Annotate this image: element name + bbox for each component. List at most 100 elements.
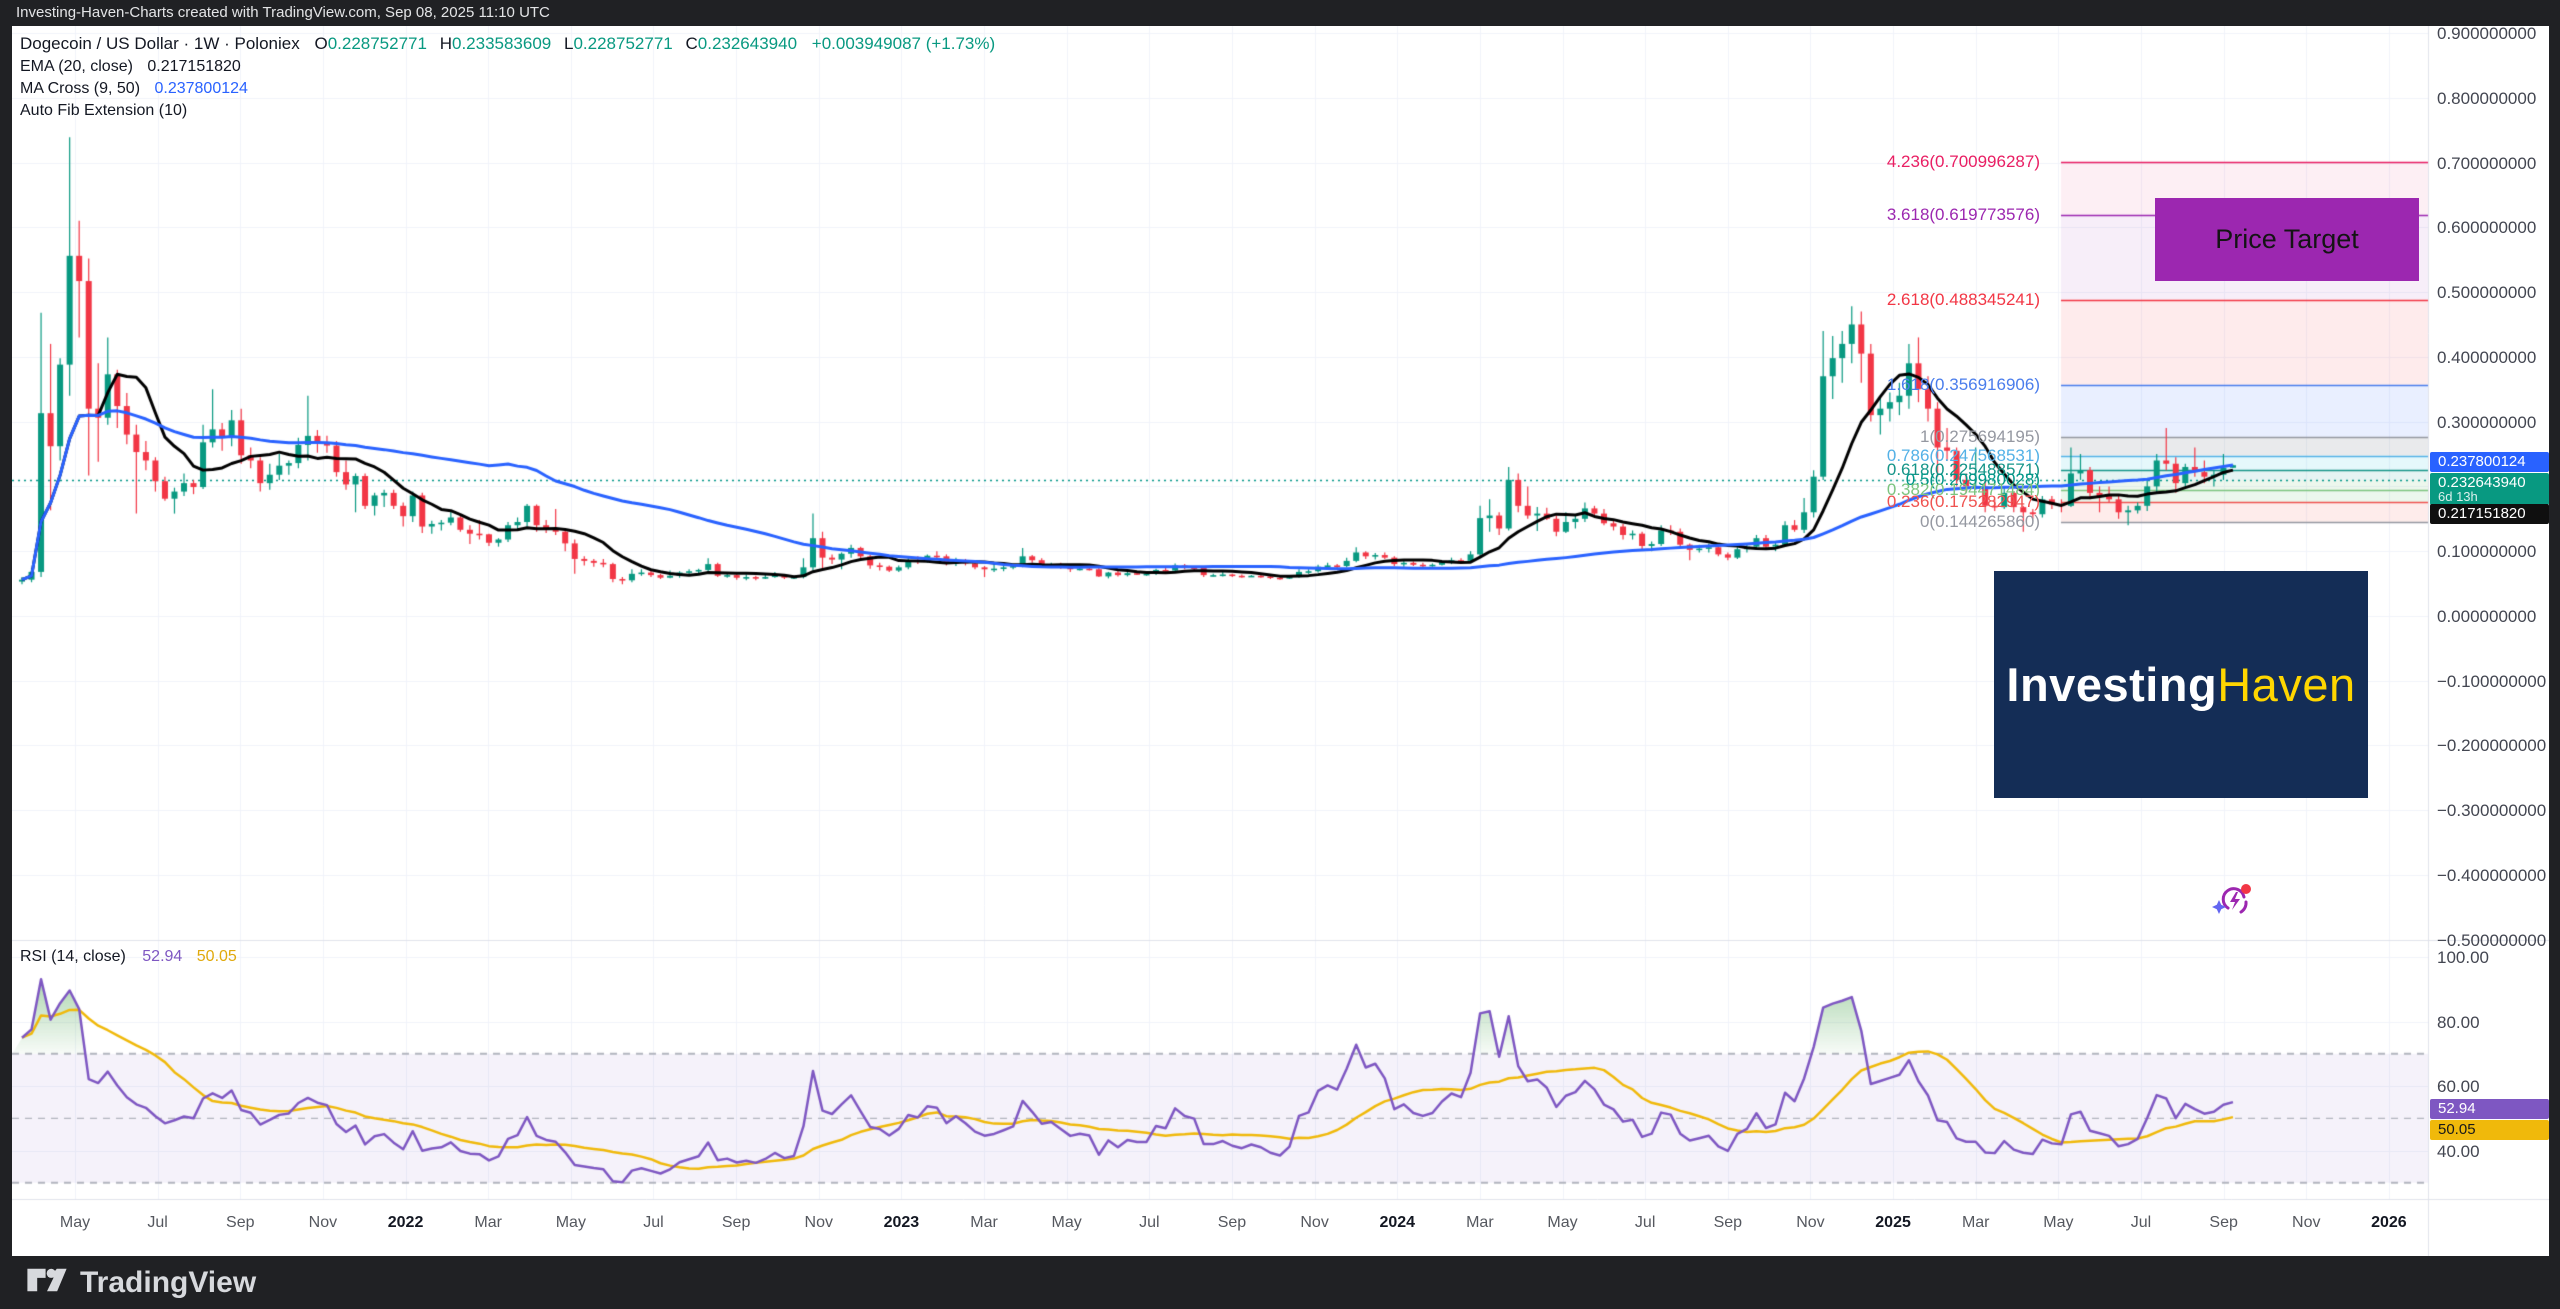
watermark-investing: Investing bbox=[2006, 658, 2218, 711]
rsi-tick: 40.00 bbox=[2437, 1141, 2480, 1161]
ema-value: 0.217151820 bbox=[147, 58, 241, 75]
ma-cross-label: MA Cross (9, 50) bbox=[20, 80, 141, 97]
time-tick: May bbox=[1051, 1214, 1082, 1231]
time-tick: Jul bbox=[2130, 1214, 2152, 1231]
ema-label: EMA (20, close) bbox=[20, 58, 133, 75]
time-tick: Jul bbox=[643, 1214, 664, 1231]
price-tick: −0.400000000 bbox=[2437, 866, 2547, 885]
price-tick: −0.100000000 bbox=[2437, 671, 2547, 691]
time-tick: Mar bbox=[970, 1214, 998, 1231]
fib-level-label[interactable]: 1.618(0.356916906) bbox=[1886, 374, 2040, 394]
time-tick: 2022 bbox=[387, 1214, 424, 1231]
rsi-ma-value: 50.05 bbox=[196, 948, 237, 965]
rsi-value: 52.94 bbox=[142, 948, 183, 965]
open-label: O bbox=[314, 34, 328, 53]
tradingview-wordmark[interactable]: TradingView bbox=[80, 1265, 257, 1299]
price-tick: −0.300000000 bbox=[2437, 801, 2547, 821]
rsi-badge: 52.94 bbox=[2430, 1099, 2549, 1119]
fib-level-label[interactable]: 0.786(0.247568531) bbox=[1886, 445, 2040, 465]
change-value: +0.003949087 (+1.73%) bbox=[811, 34, 996, 53]
price-tick: −0.500000000 bbox=[2437, 930, 2547, 950]
time-tick: 2026 bbox=[2371, 1214, 2407, 1231]
time-tick: Mar bbox=[1961, 1214, 1990, 1231]
fib-level-label[interactable]: 4.236(0.700996287) bbox=[1886, 151, 2040, 171]
fib-level-label[interactable]: 2.618(0.488345241) bbox=[1886, 289, 2040, 309]
price-tick: 0.300000000 bbox=[2437, 412, 2537, 432]
time-tick: Sep bbox=[226, 1214, 255, 1231]
attribution-text: Investing-Haven-Charts created with Trad… bbox=[16, 4, 550, 21]
time-tick: May bbox=[2043, 1214, 2074, 1231]
price-target-label: Price Target bbox=[2215, 224, 2359, 255]
time-tick: 2024 bbox=[1379, 1214, 1416, 1231]
chart-area: Dogecoin / US Dollar · 1W · Poloniex O0.… bbox=[12, 24, 2549, 1256]
rsi-name: RSI (14, close) bbox=[20, 948, 126, 965]
time-tick: Nov bbox=[1796, 1214, 1825, 1231]
time-tick: Sep bbox=[1713, 1214, 1743, 1231]
price-tick: 0.800000000 bbox=[2437, 88, 2537, 108]
open-value: 0.228752771 bbox=[327, 34, 427, 53]
time-tick: Nov bbox=[308, 1214, 338, 1231]
time-tick: Jul bbox=[1634, 1214, 1656, 1231]
time-tick: Nov bbox=[1300, 1214, 1329, 1231]
price-badge: 0.237800124 bbox=[2430, 452, 2549, 472]
close-value: 0.232643940 bbox=[697, 34, 798, 53]
time-tick: Jul bbox=[1139, 1214, 1160, 1231]
auto-fib-legend[interactable]: Auto Fib Extension (10) bbox=[20, 102, 187, 120]
time-tick: Sep bbox=[2209, 1214, 2238, 1231]
tradingview-logo-icon[interactable] bbox=[26, 1263, 68, 1302]
time-tick: Jul bbox=[147, 1214, 168, 1231]
ma-cross-legend[interactable]: MA Cross (9, 50) 0.237800124 bbox=[20, 80, 248, 98]
fib-level-label[interactable]: 0.382(0.194471484) bbox=[1886, 479, 2040, 499]
watermark-haven: Haven bbox=[2217, 658, 2356, 711]
rsi-tick: 100.00 bbox=[2437, 948, 2489, 968]
time-tick: Mar bbox=[474, 1214, 502, 1231]
fib-level-label[interactable]: 0.236(0.175282947) bbox=[1886, 492, 2040, 512]
exchange-label: Poloniex bbox=[234, 34, 300, 53]
price-badge: 0.232643940 6d 13h bbox=[2430, 473, 2549, 505]
price-tick: 0.900000000 bbox=[2437, 24, 2537, 43]
time-tick: May bbox=[59, 1214, 91, 1231]
ai-refresh-icon[interactable] bbox=[2208, 876, 2258, 931]
fib-level-label[interactable]: 0(0.144265860) bbox=[1919, 512, 2040, 532]
fib-level-label[interactable]: 3.618(0.619773576) bbox=[1886, 204, 2040, 224]
price-tick: 0.700000000 bbox=[2437, 153, 2537, 173]
rsi-tick: 80.00 bbox=[2437, 1012, 2480, 1032]
attribution-bar: Investing-Haven-Charts created with Trad… bbox=[0, 0, 2560, 26]
price-tick: 0.500000000 bbox=[2437, 283, 2537, 303]
badge-countdown: 6d 13h bbox=[2438, 489, 2478, 504]
rsi-legend[interactable]: RSI (14, close) 52.94 50.05 bbox=[20, 948, 237, 966]
investinghaven-watermark: Investing Haven bbox=[1994, 571, 2368, 798]
fib-level-label[interactable]: 1(0.275694195) bbox=[1919, 427, 2040, 447]
legend-separator-1: · bbox=[183, 34, 194, 53]
price-tick: 0.100000000 bbox=[2437, 542, 2537, 562]
price-tick: 0.600000000 bbox=[2437, 218, 2537, 238]
interval-label: 1W bbox=[193, 34, 220, 53]
high-label: H bbox=[439, 34, 452, 53]
time-tick: 2025 bbox=[1875, 1214, 1911, 1231]
symbol-title: Dogecoin / US Dollar bbox=[20, 34, 179, 53]
time-tick: 2023 bbox=[883, 1214, 920, 1231]
time-tick: Sep bbox=[721, 1214, 751, 1231]
time-tick: Nov bbox=[2292, 1214, 2321, 1231]
footer-bar: TradingView bbox=[0, 1256, 2560, 1309]
rsi-badge: 50.05 bbox=[2430, 1120, 2549, 1140]
legend-separator-2: · bbox=[224, 34, 235, 53]
time-tick: Mar bbox=[1466, 1214, 1494, 1231]
price-tick: 0.000000000 bbox=[2437, 606, 2537, 626]
close-label: C bbox=[685, 34, 698, 53]
fib-level-label[interactable]: 0.618(0.225488571) bbox=[1886, 459, 2040, 479]
price-tick: −0.200000000 bbox=[2437, 736, 2547, 756]
price-target-box[interactable]: Price Target bbox=[2155, 198, 2419, 282]
time-tick: May bbox=[555, 1214, 586, 1231]
price-badge: 0.217151820 bbox=[2430, 504, 2549, 524]
ema-legend[interactable]: EMA (20, close) 0.217151820 bbox=[20, 58, 241, 76]
ma-cross-value: 0.237800124 bbox=[154, 80, 248, 97]
price-tick: 0.400000000 bbox=[2437, 347, 2537, 367]
low-value: 0.228752771 bbox=[573, 34, 673, 53]
time-tick: Nov bbox=[804, 1214, 833, 1231]
time-tick: May bbox=[1547, 1214, 1578, 1231]
rsi-tick: 60.00 bbox=[2437, 1077, 2480, 1097]
symbol-legend[interactable]: Dogecoin / US Dollar · 1W · Poloniex O0.… bbox=[20, 34, 995, 54]
fib-level-label[interactable]: 0.5(0.209980028) bbox=[1905, 469, 2040, 489]
